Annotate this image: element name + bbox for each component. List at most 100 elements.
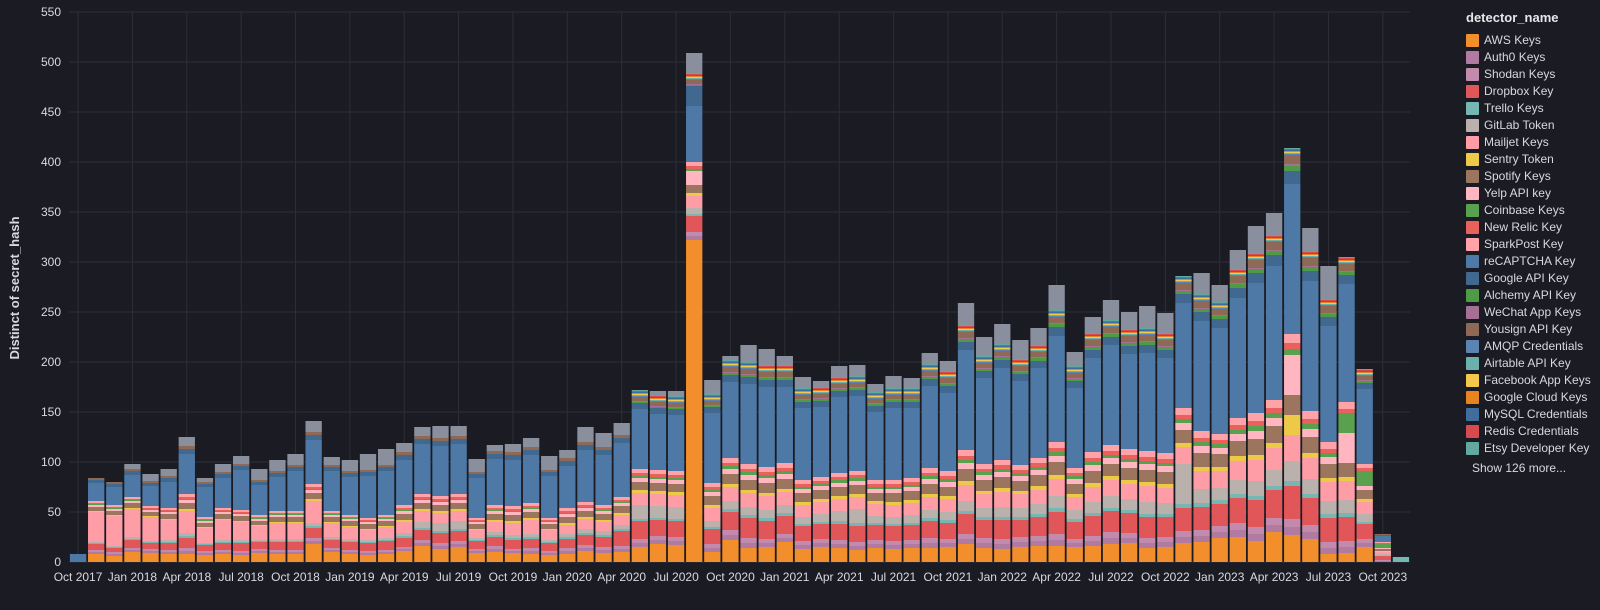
bar-segment [124,537,141,539]
bar-segment [1012,359,1029,360]
bar-segment [957,450,975,456]
bar-segment [504,553,522,562]
bar-segment [1229,276,1246,283]
bar-segment [849,542,866,546]
bar-segment [957,326,975,327]
bar-segment [88,552,105,554]
bar-segment [1265,490,1283,518]
bar-segment [468,459,485,472]
bar-segment [1302,251,1319,252]
bar-segment [1066,366,1083,367]
bar-segment [740,507,757,515]
bar-segment [831,391,848,397]
legend-item[interactable]: Spotify Keys [1466,170,1596,183]
bar-segment [794,402,812,408]
bar-segment [994,465,1011,469]
bar-segment [359,524,377,529]
bar-segment [903,399,920,400]
bar-segment [1374,542,1391,543]
bar-segment [1356,539,1373,543]
legend-item[interactable]: GitLab Token [1466,119,1596,132]
bar-segment [776,366,793,367]
bar-segment [1320,302,1337,303]
legend-item[interactable]: Google API Key [1466,272,1596,285]
legend-item[interactable]: Mailjet Keys [1466,136,1596,149]
bar-segment [1157,547,1174,562]
bar-segment [1356,468,1373,471]
legend-item[interactable]: Yousign API Key [1466,323,1596,336]
bar-segment [1084,339,1102,340]
bar-segment [849,379,866,380]
bar-segment [432,543,449,546]
legend-swatch [1466,357,1479,370]
bar-segment [1157,337,1174,338]
bar-segment [1211,308,1228,309]
bar-segment [160,482,177,508]
legend-item[interactable]: Shodan Keys [1466,68,1596,81]
bar-segment [903,402,920,408]
legend-item[interactable]: Dropbox Key [1466,85,1596,98]
bar-segment [1320,478,1337,482]
legend-item[interactable]: MySQL Credentials [1466,408,1596,421]
legend-item[interactable]: reCAPTCHA Key [1466,255,1596,268]
bar-segment [468,529,485,530]
bar-segment [1048,442,1065,448]
bar-segment [1338,275,1355,284]
bar-segment [396,522,413,533]
bar-segment [287,542,304,550]
legend-label: SparkPost Key [1484,237,1564,251]
legend-item[interactable]: AWS Keys [1466,34,1596,47]
bar-segment [867,544,884,548]
legend-item[interactable]: WeChat App Keys [1466,306,1596,319]
legend-item[interactable]: SparkPost Key [1466,238,1596,251]
legend-item[interactable]: Yelp API key [1466,187,1596,200]
bar-segment [831,397,848,473]
bar-segment [577,533,594,535]
bar-segment [867,523,884,525]
bar-segment [1211,504,1228,526]
bar-segment [740,490,757,493]
bar-segment [631,469,648,473]
bar-segment [1193,442,1210,446]
bar-segment [1102,323,1120,324]
bar-segment [631,547,648,562]
bar-segment [251,542,268,549]
bar-segment [251,525,268,526]
legend-item[interactable]: AMQP Credentials [1466,340,1596,353]
bar-segment [831,499,848,511]
bar-segment [595,520,612,522]
legend-item[interactable]: Redis Credentials [1466,425,1596,438]
legend-item[interactable]: Facebook App Keys [1466,374,1596,387]
bar-segment [359,476,377,518]
bar-segment [649,491,667,494]
legend-item[interactable]: Auth0 Keys [1466,51,1596,64]
legend-item[interactable]: Etsy Developer Key [1466,442,1596,455]
legend-item[interactable]: Google Cloud Keys [1466,391,1596,404]
bar-segment [812,407,830,477]
legend-item[interactable]: Coinbase Keys [1466,204,1596,217]
bar-segment [323,539,340,540]
legend-item[interactable]: Alchemy API Key [1466,289,1596,302]
bar-segment [142,483,159,486]
bar-segment [1102,480,1120,496]
bar-segment [287,471,304,511]
bar-segment [504,512,522,515]
bar-segment [323,517,340,522]
bar-segment [1229,456,1246,461]
bar-segment [903,491,920,500]
bar-segment [649,407,667,408]
legend-item[interactable]: Trello Keys [1466,102,1596,115]
bar-segment [486,552,504,562]
bar-segment [1193,542,1210,562]
bar-segment [1265,426,1283,443]
show-more-link[interactable]: Show 126 more... [1472,461,1567,475]
x-tick-label: Oct 2020 [706,570,755,584]
bar-segment [1374,552,1391,554]
bar-segment [124,471,141,475]
legend-item[interactable]: New Relic Key [1466,221,1596,234]
legend-item[interactable]: Airtable API Key [1466,357,1596,370]
bar-segment [106,515,123,516]
bar-segment [994,346,1011,347]
legend-item[interactable]: Sentry Token [1466,153,1596,166]
bar-segment [1265,448,1283,470]
